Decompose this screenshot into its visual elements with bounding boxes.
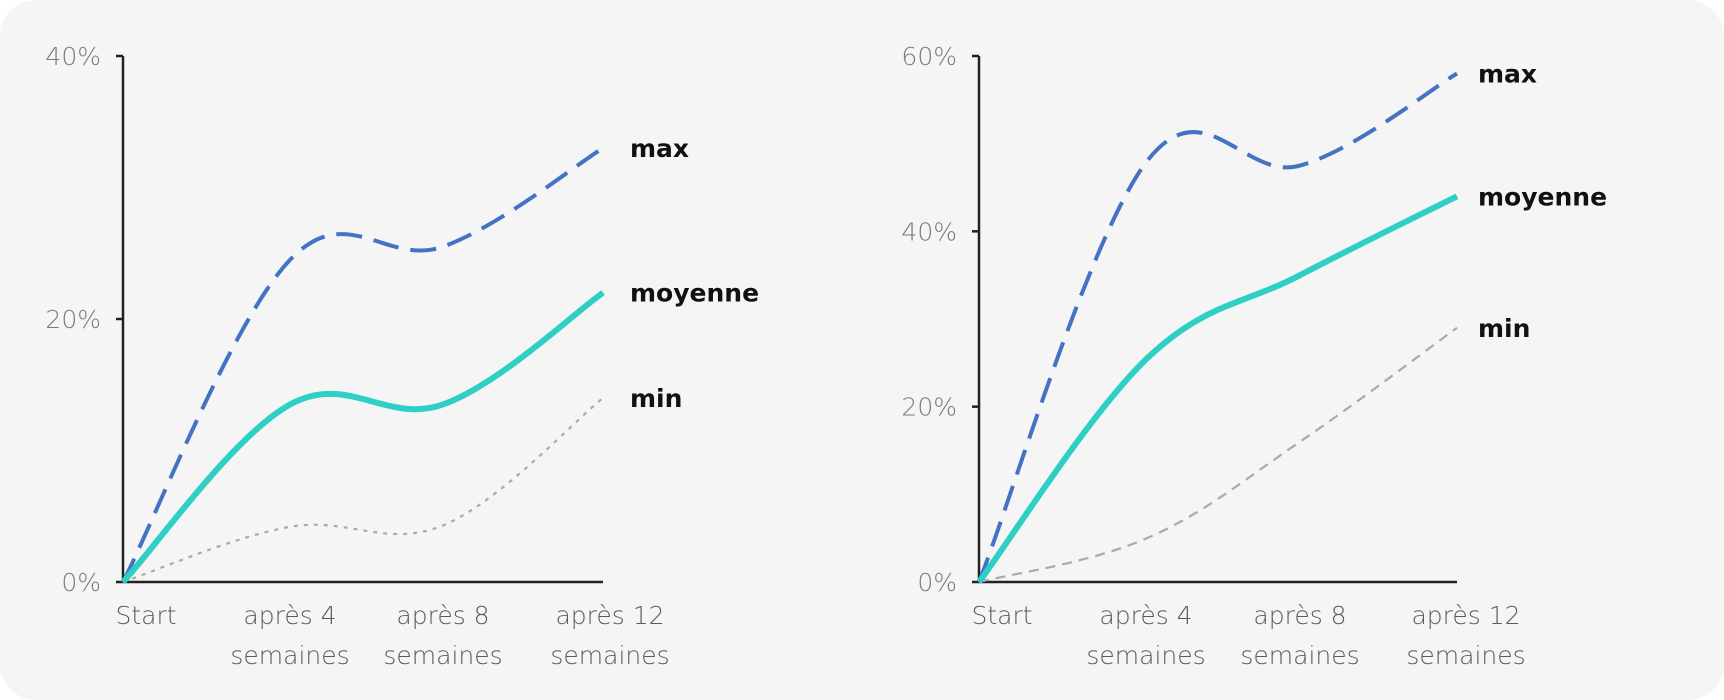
x-tick-label: après 12 semaines — [1406, 601, 1525, 670]
series-label-moyenne: moyenne — [630, 279, 759, 308]
y-tick-label: 0% — [61, 568, 101, 597]
series-label-moyenne: moyenne — [1478, 182, 1607, 211]
y-tick-label: 0% — [917, 568, 957, 597]
series-line-min — [122, 397, 604, 584]
y-tick-label: 20% — [45, 305, 101, 334]
y-tick-label: 20% — [901, 393, 957, 422]
y-tick-label: 60% — [901, 42, 957, 71]
x-tick-label: après 12 semaines — [550, 601, 669, 670]
x-tick-label: après 8 semaines — [1240, 601, 1359, 670]
x-tick-label: après 4 semaines — [230, 601, 349, 670]
series-line-max — [977, 71, 1459, 583]
chart-1: 0% 20% 40% Start après 4 semaines après 8 semai… — [45, 42, 759, 670]
y-tick-label: 40% — [901, 217, 957, 246]
series-label-max: max — [1478, 60, 1537, 89]
x-tick-label: Start — [971, 601, 1032, 630]
series-line-min — [978, 326, 1458, 584]
series-label-min: min — [630, 384, 682, 413]
y-tick-label: 40% — [45, 42, 101, 71]
series-line-moyenne — [120, 290, 605, 585]
x-tick-label: après 4 semaines — [1086, 601, 1205, 670]
chart-2: 0% 20% 40% 60% Start après 4 semaines après 8 se… — [901, 42, 1607, 670]
series-label-max: max — [630, 134, 689, 163]
x-tick-label: Start — [115, 601, 176, 630]
series-line-max — [121, 146, 605, 583]
series-line-moyenne — [976, 193, 1459, 584]
series-label-min: min — [1478, 314, 1530, 343]
x-tick-label: après 8 semaines — [383, 601, 502, 670]
